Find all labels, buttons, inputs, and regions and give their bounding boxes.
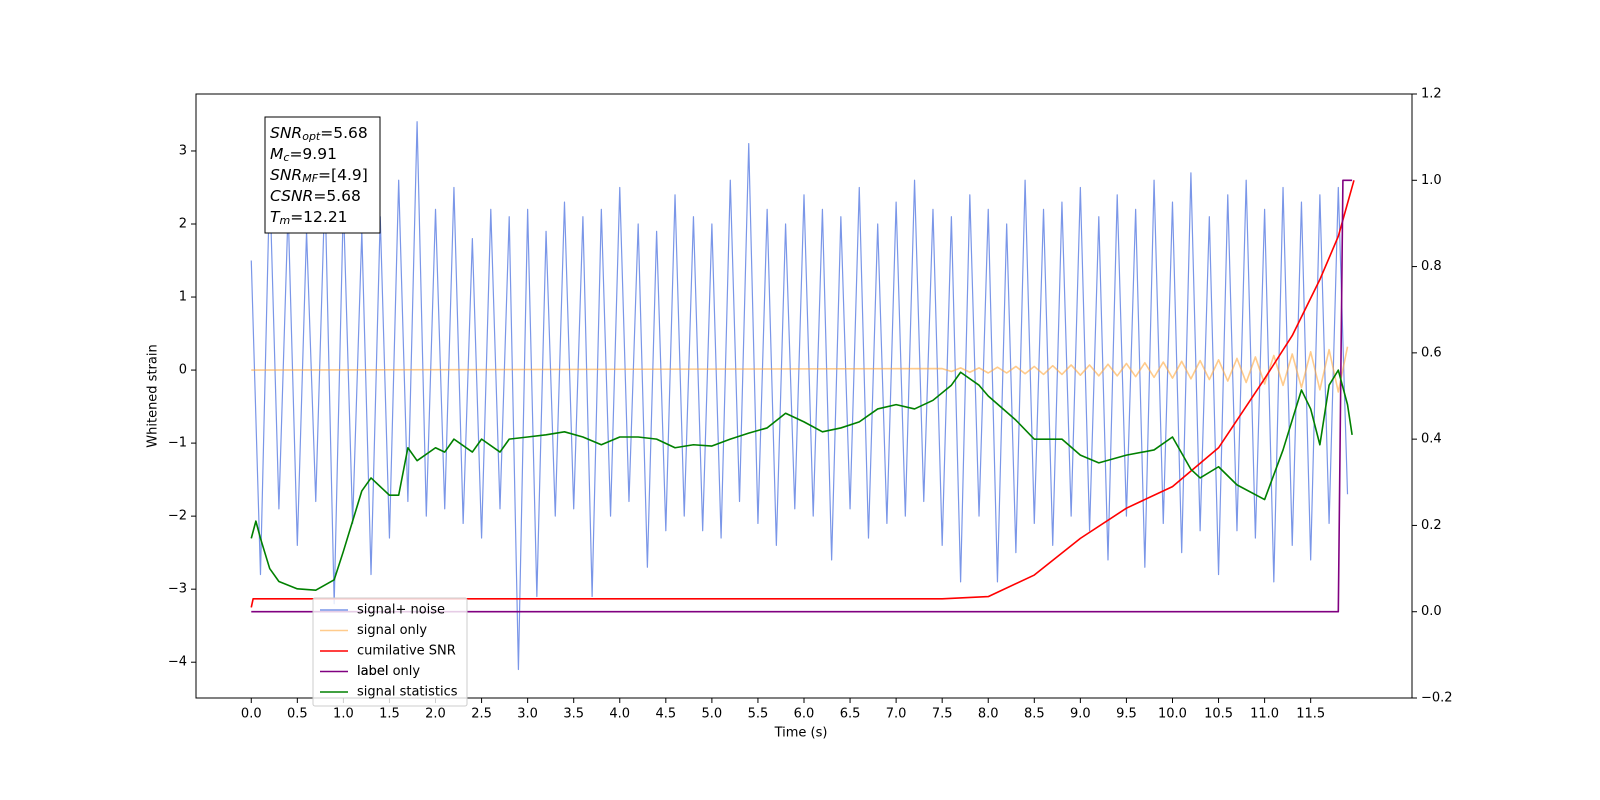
annotation-value: =9.91 [289, 145, 337, 163]
x-tick-label: 8.5 [1024, 707, 1045, 722]
x-tick-label: 5.5 [748, 707, 769, 722]
legend-label: label [357, 664, 388, 679]
x-tick-label: 1.5 [379, 707, 400, 722]
x-tick-label: 2.0 [425, 707, 446, 722]
series-line [250, 180, 1355, 608]
y-axis-label: Whitened strain [146, 344, 161, 447]
x-tick-label: 9.5 [1116, 707, 1137, 722]
annotation-line: SNRMF=[4.9] [270, 166, 368, 186]
annotation-subscript: MF [302, 172, 318, 185]
x-tick-label: 7.5 [932, 707, 953, 722]
annotation-value: =[4.9] [318, 166, 368, 184]
annotation-line: Mc=9.91 [270, 145, 337, 165]
x-tick-label: 11.5 [1296, 707, 1325, 722]
annotation-symbol: M [270, 145, 283, 163]
annotation-symbol: T [270, 208, 281, 226]
x-tick-label: 10.5 [1204, 707, 1233, 722]
x-tick-label: 0.5 [287, 707, 308, 722]
x-axis-label: Time (s) [774, 726, 828, 741]
legend-label: signal+ noise [357, 603, 445, 618]
y-tick-label: −3 [168, 582, 187, 597]
x-tick-label: 1.0 [333, 707, 354, 722]
annotation-value: =5.68 [313, 187, 361, 205]
y2-tick-label: 1.2 [1421, 87, 1442, 102]
legend-label: cumilative SNR [357, 644, 456, 659]
x-tick-label: 11.0 [1250, 707, 1279, 722]
annotation-subscript: c [283, 151, 289, 164]
annotation-line: SNRopt=5.68 [270, 124, 368, 144]
annotation: SNRopt=5.68Mc=9.91SNRMF=[4.9]CSNR=5.68Tm… [264, 116, 381, 234]
y2-tick-label: 0.6 [1421, 345, 1442, 360]
legend-label: signal only [357, 623, 427, 638]
annotation-value: =12.21 [290, 208, 347, 226]
annotation-subscript: opt [302, 130, 321, 143]
annotation-line: CSNR=5.68 [270, 187, 361, 205]
series-line [251, 346, 1349, 393]
x-tick-label: 3.0 [517, 707, 538, 722]
legend-label: signal statistics [357, 685, 458, 700]
y2-tick-label: 0.0 [1421, 604, 1442, 619]
y-tick-label: −1 [168, 436, 187, 451]
legend-obscured-label: label only [357, 664, 420, 679]
y2-tick-label: 0.4 [1421, 432, 1442, 447]
annotation-subscript: m [279, 214, 290, 227]
y-tick-label: −4 [168, 655, 187, 670]
x-tick-label: 4.5 [655, 707, 676, 722]
y-tick-label: 1 [179, 290, 187, 305]
series-line [251, 179, 1353, 613]
x-tick-label: 3.5 [563, 707, 584, 722]
x-tick-label: 7.0 [886, 707, 907, 722]
y2-tick-label: 0.2 [1421, 518, 1442, 533]
series-line [250, 121, 1349, 671]
x-tick-label: 2.5 [471, 707, 492, 722]
y-tick-label: 3 [179, 143, 187, 158]
x-tick-label: 6.5 [840, 707, 861, 722]
x-tick-label: 5.0 [702, 707, 723, 722]
x-tick-label: 6.0 [794, 707, 815, 722]
annotation-symbol: SNR [270, 124, 302, 142]
x-tick-label: 10.0 [1158, 707, 1187, 722]
annotation-symbol: CSNR [270, 187, 313, 205]
annotation-symbol: SNR [270, 166, 302, 184]
legend-box [312, 597, 468, 707]
y2-tick-label: −0.2 [1421, 691, 1453, 706]
y-tick-label: −2 [168, 509, 187, 524]
y-tick-label: 2 [179, 217, 187, 232]
y2-tick-label: 1.0 [1421, 173, 1442, 188]
annotation-box [264, 116, 381, 234]
series-line [250, 369, 1353, 591]
x-tick-label: 4.0 [609, 707, 630, 722]
x-tick-label: 9.0 [1070, 707, 1091, 722]
legend: signal+ noise signal only cumilative SNR la… [312, 597, 468, 707]
annotation-value: =5.68 [320, 124, 368, 142]
y-tick-label: 0 [179, 363, 187, 378]
annotation-line: Tm=12.21 [270, 208, 348, 228]
y2-tick-label: 0.8 [1421, 259, 1442, 274]
x-tick-label: 8.0 [978, 707, 999, 722]
x-tick-label: 0.0 [241, 707, 262, 722]
